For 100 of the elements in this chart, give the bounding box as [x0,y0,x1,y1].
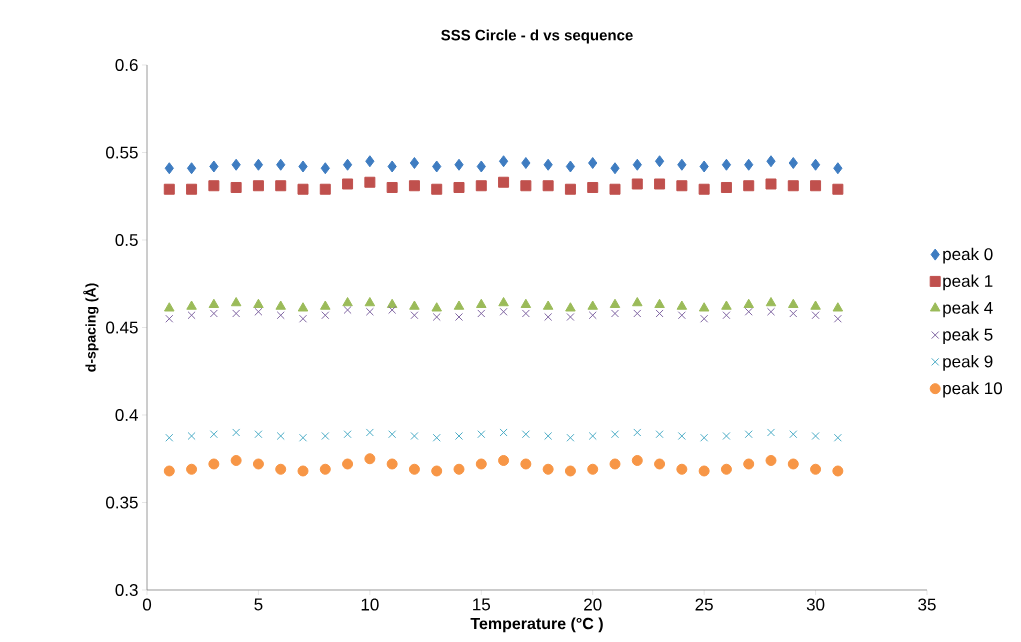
point [499,307,508,316]
point [609,298,621,308]
point [542,180,554,192]
point [810,158,821,171]
point [209,309,218,318]
point [720,463,732,475]
point [208,458,220,470]
point [833,162,843,175]
point [788,156,798,169]
point [676,300,688,310]
point [654,178,666,190]
y-tick-label: 0.3 [115,583,138,597]
point [319,463,331,475]
point [342,296,353,307]
point [810,180,822,192]
point [631,454,643,466]
point [276,158,286,171]
point [499,428,508,437]
point [566,433,575,442]
point [254,430,263,439]
x-tick-label: 35 [918,598,936,611]
point [431,302,442,312]
point [654,155,665,168]
point [186,300,197,310]
point [387,160,397,173]
point [654,458,666,470]
point [320,300,331,310]
point [677,311,686,320]
point [209,160,219,173]
point [409,300,420,310]
x-axis-title: Temperature (°C ) [470,617,603,633]
x-tick-label: 5 [254,598,263,611]
point [252,458,264,470]
legend-label: peak 5 [943,328,993,344]
point [498,176,510,188]
point [365,155,375,168]
point [410,311,419,320]
point [475,458,487,470]
point [186,463,198,475]
legend-label: peak 4 [943,301,993,318]
point [432,160,442,173]
point [610,162,620,175]
point [720,181,732,193]
point [498,296,509,307]
point [232,428,241,437]
point [811,311,820,320]
point [276,311,285,320]
point [319,183,331,195]
y-tick-label: 0.4 [115,408,138,422]
point [699,160,709,173]
point [320,162,330,175]
point [476,160,486,173]
point [297,183,309,195]
point [453,181,465,193]
point [365,428,374,437]
point [253,158,264,171]
point [520,180,532,192]
y-tick-label: 0.35 [106,496,138,509]
point [833,433,842,442]
point [498,454,510,466]
point [432,312,441,322]
point [432,433,441,442]
point [453,463,465,475]
point [388,305,397,315]
point [721,300,732,310]
point [254,307,263,316]
point [209,430,218,439]
legend-label: peak 9 [943,354,993,371]
point [789,430,798,439]
point [698,183,710,195]
point [698,465,710,477]
point [342,178,354,190]
chart-title: SSS Circle - d vs sequence [441,29,633,44]
point [564,465,576,477]
point [298,314,308,323]
point [765,454,777,466]
point [521,156,531,169]
point [765,296,777,307]
point [610,309,620,318]
point [343,305,352,315]
point [408,180,420,192]
point [832,465,844,477]
point [610,430,620,439]
point [232,309,241,318]
point [565,302,576,312]
point [587,181,599,193]
point [632,296,643,307]
point [163,465,175,477]
legend-label: peak 10 [943,381,1003,398]
point [186,183,198,195]
x-tick-label: 0 [142,598,152,611]
point [230,181,242,193]
point [564,183,576,195]
point [743,298,754,308]
point [431,183,443,195]
point [766,307,776,316]
point [275,300,286,310]
y-tick-label: 0.55 [106,146,138,159]
point [230,296,242,307]
point [477,309,486,318]
